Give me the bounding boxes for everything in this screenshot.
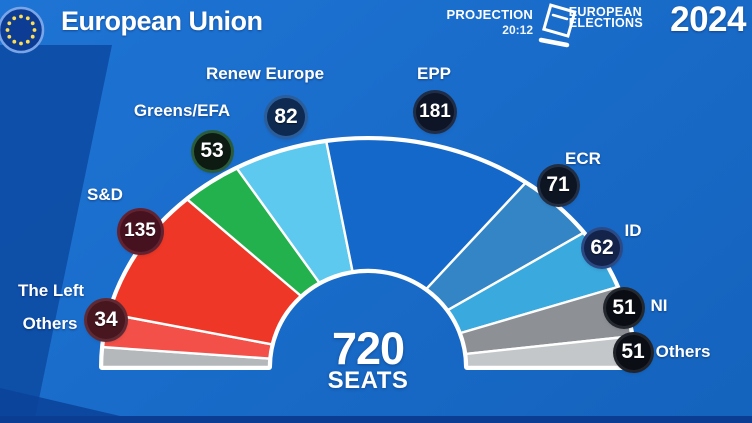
elections-line2: ELECTIONS bbox=[568, 16, 643, 30]
others-badge: 51 bbox=[615, 334, 651, 370]
segment-epp bbox=[324, 137, 528, 291]
ecr-badge: 71 bbox=[539, 166, 577, 204]
page-title: European Union bbox=[61, 6, 263, 36]
renew-europe-label: Renew Europe bbox=[205, 64, 325, 83]
ni-label: NI bbox=[650, 296, 668, 315]
election-year: 2024 bbox=[670, 0, 746, 39]
total-seats-value: 720 bbox=[331, 323, 405, 374]
projection-block: PROJECTION 20:12 bbox=[446, 7, 533, 37]
ballot-box-icon bbox=[538, 3, 577, 48]
id-label: ID bbox=[624, 221, 642, 240]
ecr-label: ECR bbox=[565, 149, 601, 168]
greens-efa-label: Greens/EFA bbox=[133, 101, 231, 120]
eu-flag-icon bbox=[0, 6, 45, 54]
total-seats-unit: SEATS bbox=[327, 367, 409, 394]
others-left-label: Others bbox=[22, 314, 78, 333]
others-right-label: Others bbox=[655, 342, 711, 361]
header: European Union PROJECTION 20:12 EUROPEAN… bbox=[0, 0, 752, 54]
the-left-label: The Left bbox=[17, 281, 85, 300]
epp-label: EPP bbox=[416, 64, 452, 83]
projection-time: 20:12 bbox=[502, 23, 533, 37]
id-badge: 62 bbox=[584, 230, 620, 266]
projection-label: PROJECTION bbox=[446, 7, 533, 22]
greens-efa-badge: 53 bbox=[193, 132, 231, 170]
ni-badge: 51 bbox=[606, 290, 642, 326]
sd-badge: 135 bbox=[119, 210, 161, 252]
the-left-badge: 34 bbox=[87, 301, 125, 339]
sd-label: S&D bbox=[87, 185, 123, 204]
elections-block: EUROPEAN ELECTIONS bbox=[568, 5, 643, 30]
epp-badge: 181 bbox=[416, 93, 454, 131]
renew-europe-badge: 82 bbox=[267, 98, 305, 136]
elections-line1: EUROPEAN bbox=[568, 5, 643, 19]
bottom-ticker-strip bbox=[0, 416, 752, 423]
